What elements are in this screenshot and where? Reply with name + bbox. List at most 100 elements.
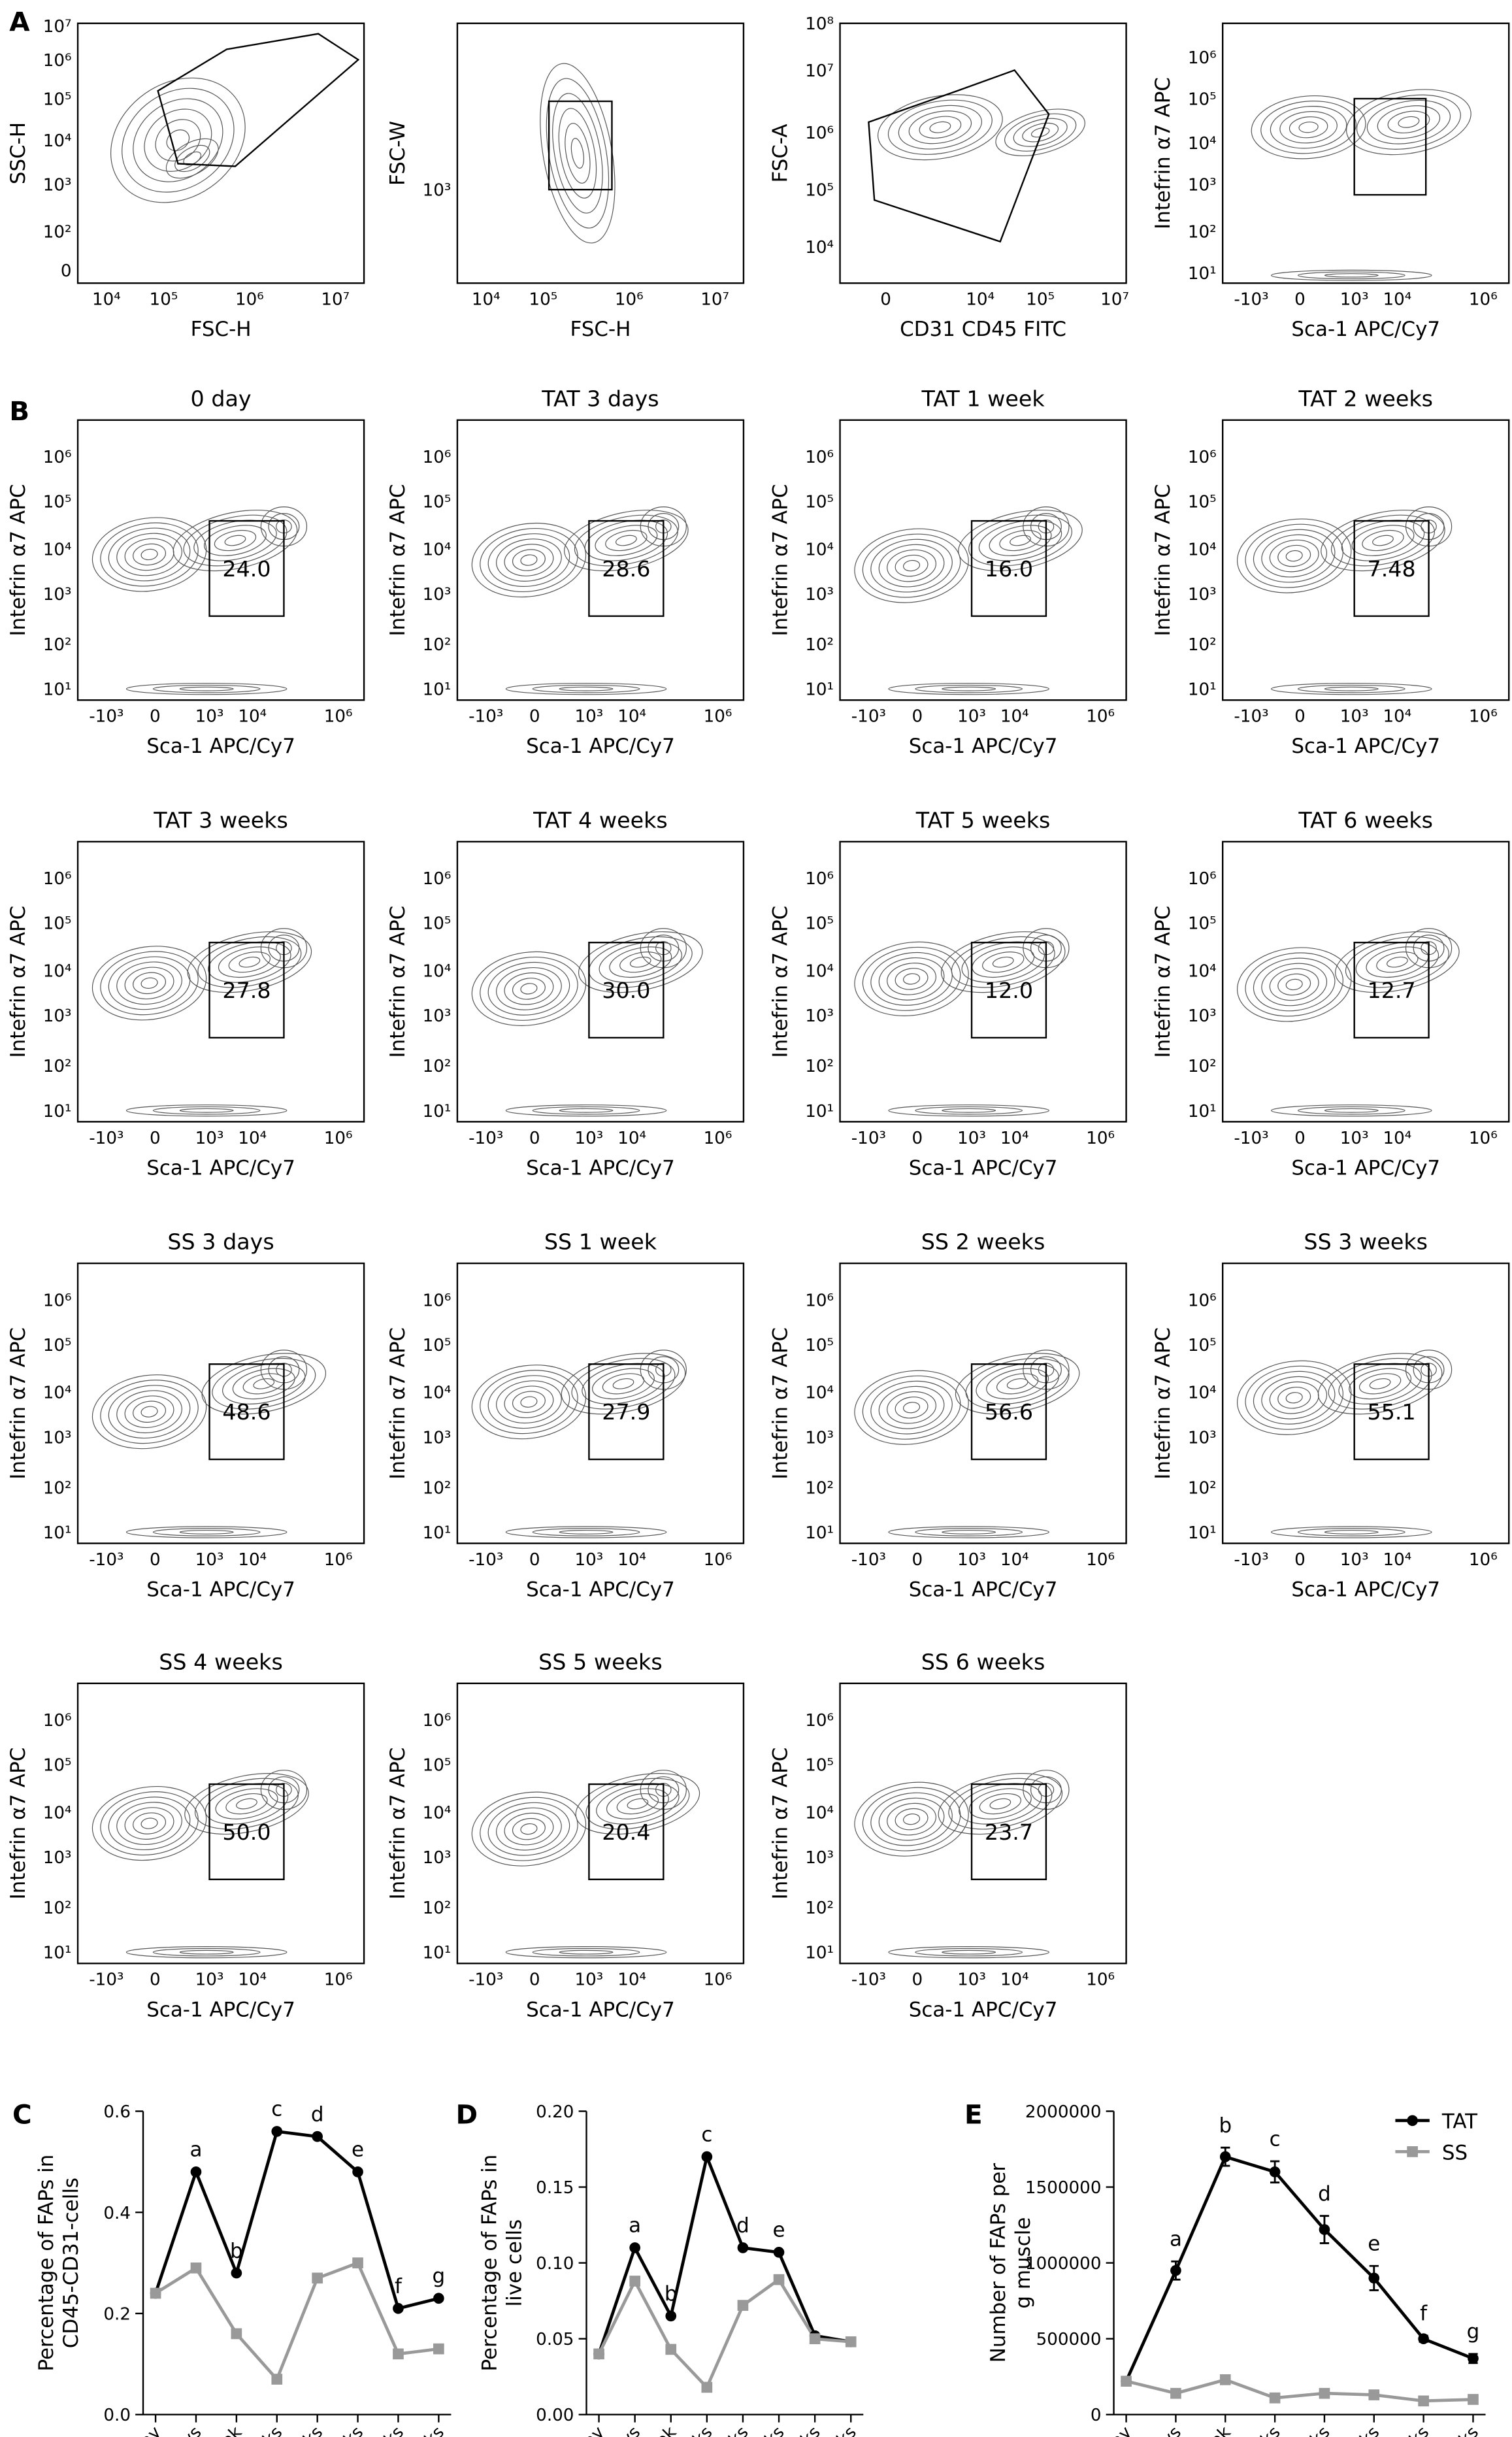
gate-value: 30.0 [602,978,650,1003]
annotation: f [1420,2302,1428,2325]
y-tick-label: 10⁶ [1188,1291,1217,1310]
x-tick-label: 10⁴ [238,1550,267,1570]
y-tick-label: 10⁶ [43,51,72,71]
contour [929,121,951,133]
x-tick-label: 0 [150,1550,161,1570]
contour [504,1385,554,1418]
y-tick-label: 10¹ [423,1944,452,1963]
contour [615,535,637,546]
contour [1398,116,1420,128]
contour [878,957,945,1001]
y-tick-label: 10² [805,635,834,655]
y-tick-label: 10⁶ [1188,48,1217,68]
contour [571,1358,676,1410]
contour [919,116,962,139]
contour [133,98,223,182]
contour [505,1104,667,1117]
contour [184,1773,309,1835]
contour [173,509,298,572]
contour [224,535,246,546]
contour [487,961,570,1016]
x-axis-label: Sca-1 APC/Cy7 [1291,318,1440,341]
y-tick-label: 10⁶ [1188,869,1217,889]
y-tick-label: 10² [805,1478,834,1498]
contour [201,1353,327,1415]
contour [1269,1381,1319,1414]
gate-value: 27.9 [602,1399,650,1425]
annotation: c [701,2123,712,2146]
y-tick-label: 10⁵ [423,493,452,512]
y-tick-label: 10⁴ [805,238,834,257]
contour [942,1108,996,1113]
y-tick-label: 10⁵ [805,1756,834,1776]
contour [915,684,1023,693]
plot-title: SS 2 weeks [921,1229,1045,1255]
marker [190,2166,202,2178]
contour [989,1798,1011,1810]
x-tick-label: 10⁶ [1086,707,1115,727]
contour [888,1104,1049,1117]
contour [627,1798,649,1810]
marker [1269,2392,1281,2404]
gate [208,941,285,1039]
contour [1236,518,1352,593]
panel-letter: B [9,395,29,427]
contour [212,1358,316,1410]
plot-frame [839,419,1127,701]
contour [124,538,174,571]
contour [1236,1360,1352,1435]
contour [193,520,277,561]
contour [512,549,546,571]
y-tick-label: 10³ [423,1428,452,1448]
contour [870,1380,953,1434]
y-axis-label: FSC-A [769,124,793,182]
contour [496,1807,562,1851]
gate-value: 50.0 [222,1819,271,1845]
x-tick-label: 10³ [1340,1129,1369,1148]
gate [208,1363,285,1461]
x-tick-label: 10³ [1340,707,1369,727]
legend-label: TAT [1441,2110,1477,2134]
contour [552,93,603,214]
x-tick-label: 10³ [575,1129,604,1148]
contour [870,539,953,593]
y-tick-label: 10⁴ [423,540,452,559]
contour [1356,94,1461,150]
y-tick-label: 10⁵ [805,1336,834,1355]
y-tick-label: 10⁵ [805,914,834,934]
y-tick-label: 0 [1091,2406,1102,2425]
contour [1277,973,1311,996]
y-tick-label: 10¹ [43,680,72,700]
y-tick-label: 500000 [1036,2330,1102,2349]
contour [903,1402,921,1414]
contour [214,529,257,552]
y-tick-label: 2000000 [1025,2102,1102,2122]
y-tick-label: 0.0 [103,2406,131,2425]
contour [1366,99,1451,144]
marker [1269,2166,1281,2178]
annotation: d [311,2102,324,2126]
contour [996,1373,1039,1395]
contour [1253,1370,1336,1425]
y-tick-label: 10³ [805,1006,834,1026]
x-tick-label: 10⁵ [529,290,557,310]
contour [1030,127,1050,138]
y-axis-label: Intefrin α7 APC [1151,906,1175,1058]
contour [152,1948,261,1957]
y-tick-label: 10⁵ [805,181,834,201]
marker [1170,2264,1181,2276]
contour [1277,544,1311,567]
marker [1468,2353,1479,2364]
contour [133,1812,167,1834]
plot-title: SS 5 weeks [538,1649,663,1674]
contour [1297,271,1405,280]
y-tick-label: 10³ [805,1428,834,1448]
x-axis-label: Sca-1 APC/Cy7 [1291,1578,1440,1602]
x-axis-label: FSC-H [191,318,252,341]
x-tick-label: -10³ [468,707,503,727]
contour [91,946,207,1021]
x-tick-label: 0 [1294,1129,1306,1148]
x-axis-label: Sca-1 APC/Cy7 [909,1156,1058,1180]
contour [574,514,678,567]
